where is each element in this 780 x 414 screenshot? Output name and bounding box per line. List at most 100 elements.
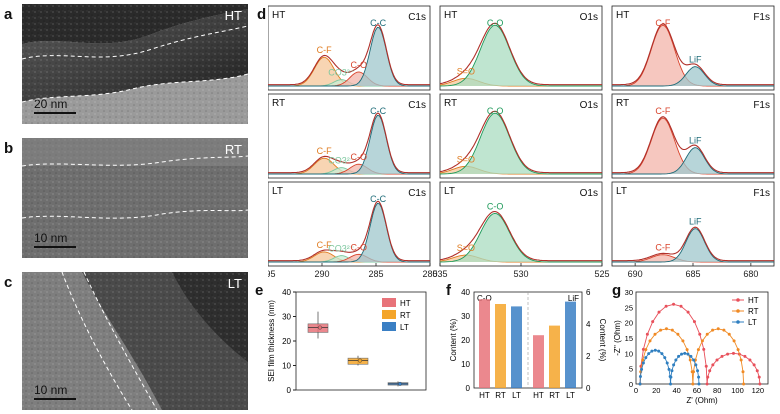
xps-envelope bbox=[268, 200, 430, 262]
chart-g-point-HT bbox=[715, 358, 719, 362]
xps-envelope bbox=[439, 110, 602, 174]
chart-f-right-tick: 0 bbox=[586, 384, 591, 393]
xps-peak-label-3: C-C bbox=[370, 18, 386, 28]
chart-e-legend-label-RT: RT bbox=[400, 311, 411, 320]
chart-f-left-tick: 20 bbox=[461, 336, 470, 345]
xps-peak-label-0: C-F bbox=[317, 146, 332, 156]
xps-peak-label-1: CO3²⁻ bbox=[328, 68, 355, 78]
scale-label-b: 10 nm bbox=[34, 231, 68, 245]
chart-g-point-RT bbox=[681, 339, 685, 343]
chart-f-right-cat: RT bbox=[549, 391, 560, 400]
chart-g-ytick: 0 bbox=[629, 380, 633, 389]
chart-g-point-HT bbox=[757, 375, 761, 379]
xps-tick-label: 285 bbox=[368, 269, 383, 279]
xps-envelope bbox=[439, 211, 602, 262]
chart-e-box-HT bbox=[307, 323, 329, 333]
chart-f-right-tick: 2 bbox=[586, 352, 591, 361]
chart-g-point-LT bbox=[696, 369, 700, 373]
tem-texture-ht bbox=[22, 4, 248, 124]
xps-peak-label-0: S=O bbox=[457, 154, 475, 164]
chart-g-point-LT bbox=[644, 356, 648, 360]
scale-bar-b bbox=[34, 246, 76, 248]
xps-element-label: O1s bbox=[580, 188, 598, 199]
chart-g-point-HT bbox=[657, 310, 661, 314]
xps-element-label: O1s bbox=[580, 100, 598, 111]
xps-peak-fill-1 bbox=[612, 147, 774, 174]
chart-g-point-LT bbox=[638, 382, 642, 386]
xps-element-label: C1s bbox=[408, 12, 426, 23]
chart-f-content: 0 10 20 30 40 0 2 4 6 Content (%) Content (%) C-O Li… bbox=[449, 288, 606, 400]
xps-peak-label-0: C-F bbox=[317, 240, 332, 250]
panel-e-letter: e bbox=[255, 282, 264, 299]
xps-frame bbox=[439, 5, 603, 91]
xps-peak-label-2: C-O bbox=[350, 60, 367, 70]
chart-g-frame bbox=[635, 291, 769, 385]
xps-frame bbox=[268, 181, 431, 267]
chart-g-point-RT bbox=[722, 328, 726, 332]
chart-e-legend-swatch-RT bbox=[382, 310, 396, 319]
chart-e-box-RT bbox=[347, 357, 369, 365]
xps-envelope bbox=[268, 112, 430, 174]
chart-g-point-RT bbox=[644, 348, 648, 352]
chart-e-legend-swatch-HT bbox=[382, 298, 396, 307]
chart-g-legend-label-LT: LT bbox=[748, 318, 757, 327]
xps-row-label: RT bbox=[444, 98, 457, 109]
xps-peak-label-0: C-F bbox=[655, 243, 670, 253]
xps-frame bbox=[611, 5, 775, 91]
xps-envelope bbox=[268, 24, 430, 86]
tem-tag-ht: HT bbox=[224, 8, 242, 23]
chart-g-ytick: 15 bbox=[625, 334, 633, 343]
chart-g-point-HT bbox=[679, 304, 683, 308]
scale-label-a: 20 nm bbox=[34, 97, 68, 111]
xps-peak-label-2: C-O bbox=[350, 242, 367, 252]
chart-g-point-LT bbox=[669, 375, 673, 379]
tem-texture-lt bbox=[22, 272, 248, 410]
chart-g-point-RT bbox=[736, 348, 740, 352]
chart-g-point-LT bbox=[641, 361, 645, 365]
xps-frame bbox=[439, 93, 603, 179]
chart-g-point-LT bbox=[665, 361, 669, 365]
chart-e-point-HT bbox=[317, 325, 322, 330]
xps-peak-label-0: S=O bbox=[457, 243, 475, 253]
chart-g-point-HT bbox=[731, 351, 735, 355]
panel-d-letter: d bbox=[257, 6, 267, 23]
chart-g-point-HT bbox=[706, 375, 710, 379]
chart-e-ytick-label: 10 bbox=[282, 362, 291, 371]
tem-image-lt: LT 10 nm bbox=[22, 272, 248, 410]
chart-f-right-bar-LT bbox=[565, 301, 576, 388]
chart-g-point-LT bbox=[638, 374, 642, 378]
chart-g-point-RT bbox=[691, 370, 695, 374]
xps-peak-fill-1 bbox=[440, 113, 602, 174]
xps-peak-label-2: C-O bbox=[350, 152, 367, 162]
chart-e-ytick-label: 40 bbox=[282, 288, 291, 297]
xps-peak-fill-3 bbox=[268, 27, 430, 86]
xps-peak-fill-0 bbox=[612, 25, 774, 86]
chart-g-point-HT bbox=[704, 364, 708, 368]
chart-g-point-HT bbox=[720, 354, 724, 358]
chart-g-point-LT bbox=[670, 369, 674, 373]
chart-g-xlabel: Z' (Ohm) bbox=[686, 396, 718, 405]
chart-f-ylabel-right: Content (%) bbox=[598, 319, 606, 362]
panel-g-letter: g bbox=[612, 282, 622, 299]
xps-tick-label: 535 bbox=[432, 269, 447, 279]
xps-tick-label: 530 bbox=[513, 269, 528, 279]
xps-HT-C1s: HT C1s C-F CO3²⁻C-O C-C bbox=[268, 5, 431, 91]
tem-tag-rt: RT bbox=[224, 142, 242, 157]
chart-g-ytick: 20 bbox=[625, 319, 633, 328]
chart-f-ylabel-left: Content (%) bbox=[449, 318, 458, 361]
chart-g-point-RT bbox=[741, 370, 745, 374]
chart-f-left-bar-LT bbox=[511, 306, 522, 388]
chart-g-point-HT bbox=[752, 363, 756, 367]
chart-g-point-RT bbox=[691, 382, 695, 386]
chart-g-point-HT bbox=[748, 358, 752, 362]
xps-row-label: LT bbox=[616, 186, 627, 197]
chart-g-point-RT bbox=[716, 327, 720, 331]
xps-peak-line-1 bbox=[439, 24, 602, 87]
chart-g-point-RT bbox=[641, 358, 645, 362]
xps-peak-line-3 bbox=[268, 26, 430, 87]
chart-g-point-LT bbox=[689, 354, 693, 358]
chart-g-legend-dot-HT bbox=[736, 298, 740, 302]
chart-g-legend-dot-LT bbox=[736, 320, 740, 324]
xps-row-label: RT bbox=[616, 98, 629, 109]
